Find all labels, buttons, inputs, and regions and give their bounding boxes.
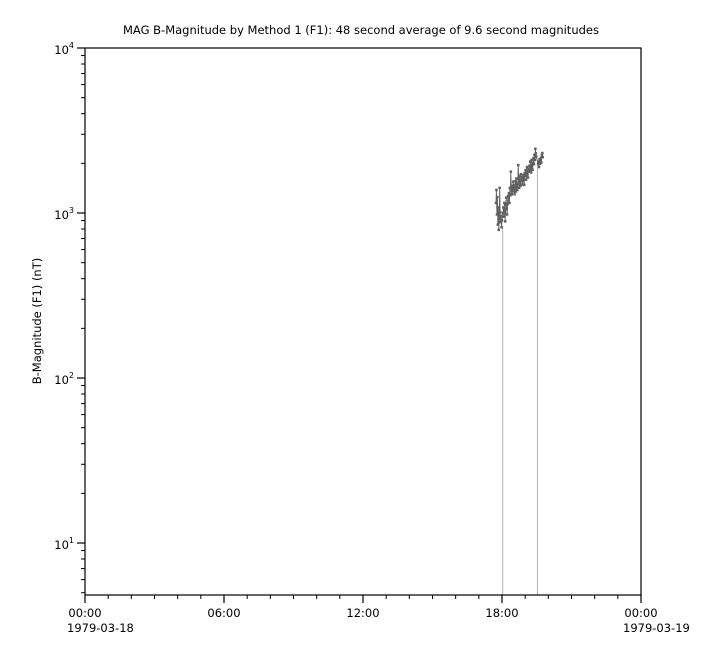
y-tick-label: 104	[54, 41, 74, 57]
y-axis-label: B-Magnitude (F1) (nT)	[30, 258, 44, 384]
x-date-labels: 1979-03-18 1979-03-19	[67, 621, 690, 635]
plot-frame	[84, 47, 642, 596]
start-date-label: 1979-03-18	[67, 621, 134, 635]
x-tick-label: 00:00	[624, 606, 657, 620]
y-tick-labels: 101 102 103 104	[54, 41, 74, 552]
y-tick-label: 102	[54, 371, 74, 387]
end-date-label: 1979-03-19	[623, 621, 690, 635]
x-tick-label: 00:00	[68, 606, 101, 620]
x-tick-label: 18:00	[485, 606, 518, 620]
y-tick-label: 101	[54, 536, 74, 552]
gap-lines	[502, 161, 538, 595]
x-tick-label: 12:00	[346, 606, 379, 620]
x-tick-label: 06:00	[207, 606, 240, 620]
x-tick-labels: 00:00 06:00 12:00 18:00 00:00	[68, 606, 657, 620]
y-axis-ticks	[77, 47, 85, 594]
data-series	[494, 147, 544, 232]
chart-title: MAG B-Magnitude by Method 1 (F1): 48 sec…	[123, 23, 599, 37]
x-axis-ticks	[84, 595, 642, 603]
y-tick-label: 103	[54, 206, 74, 222]
